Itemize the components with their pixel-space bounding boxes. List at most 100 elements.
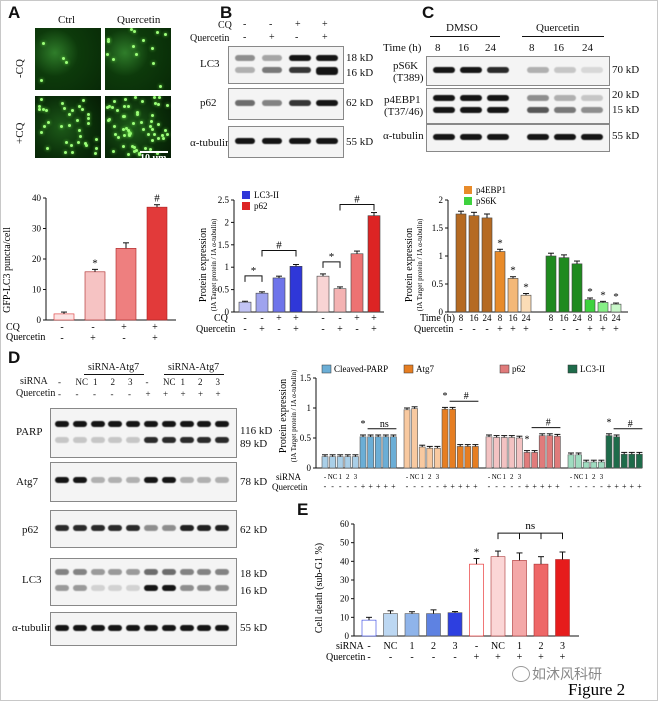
bar-b-lc3ii-1: [238, 301, 252, 313]
watermark-text: 如沐风科研: [532, 667, 602, 683]
d-sirna-3-1: -: [570, 473, 573, 481]
blotP62-band: [144, 525, 158, 531]
blotTub-band: [90, 625, 105, 631]
e-sirna-9: 2: [539, 641, 544, 652]
blot-label-tubulin: α-tubulin: [190, 137, 231, 149]
d-q-1-4: -: [428, 482, 431, 491]
bar-d-2-7: [531, 452, 538, 469]
bracket-b-4-label: #: [354, 194, 360, 206]
blot-d-atg7: [50, 462, 237, 502]
bar-d-1-1: [403, 409, 411, 469]
cq-row-label: CQ: [218, 20, 232, 31]
blotAtg7-band: [90, 477, 105, 483]
gfp-lc3-punctum: [47, 120, 51, 124]
c-time-lbl-11: 16: [599, 313, 609, 323]
gfp-lc3-punctum: [129, 132, 133, 136]
gfp-lc3-punctum: [166, 103, 170, 107]
b-q-6: +: [337, 324, 343, 335]
bracket-b-1-label: *: [251, 265, 257, 277]
b-q-3: -: [295, 32, 299, 43]
blotTub-band: [126, 625, 141, 631]
blotParp-band: [126, 437, 141, 443]
gfp-lc3-punctum: [122, 127, 126, 131]
gfp-lc3-punctum: [156, 152, 160, 156]
d-lane-sirna-4: 2: [110, 377, 116, 387]
chart-e-ytick-label: 50: [340, 538, 350, 548]
c-time-lbl-8: 16: [560, 313, 570, 323]
c-time-lbl-4: 8: [498, 313, 503, 323]
sig-d-3-b: #: [628, 419, 633, 430]
b-cq-3: +: [295, 19, 301, 30]
gfp-lc3-punctum: [166, 132, 170, 136]
gfp-lc3-punctum: [156, 102, 160, 106]
legend-swatch-lc3ii: [242, 191, 250, 199]
c-time-lbl-1: 8: [459, 313, 464, 323]
group-dmso: DMSO: [446, 22, 478, 34]
gfp-lc3-punctum: [122, 134, 126, 138]
col-label-quercetin: Quercetin: [117, 14, 161, 26]
gfp-lc3-punctum: [154, 102, 158, 106]
blotParp-band: [144, 421, 158, 427]
row-quercetin-b: Quercetin: [196, 324, 235, 335]
sig-d-1-b: #: [464, 391, 469, 402]
gfp-lc3-punctum: [116, 135, 120, 139]
d-sirna-1-5: 3: [436, 473, 440, 481]
blotP62-band: [161, 525, 176, 531]
gfp-lc3-punctum: [152, 133, 156, 137]
e-q-8: +: [517, 652, 523, 663]
d-sirna-0-3: 1: [338, 473, 342, 481]
gfp-lc3-punctum: [135, 111, 139, 115]
d-q-3-8: +: [622, 482, 627, 491]
bar-d-2-2: [493, 437, 500, 469]
blot-b-p62: [228, 88, 344, 120]
d-header-2-bar: [164, 374, 224, 375]
blotParp-band: [197, 437, 212, 443]
blotP62-band: [179, 525, 194, 531]
chart-c-ytick-label: 1.5: [432, 223, 444, 233]
gfp-lc3-punctum: [78, 129, 82, 133]
bar-d-2-9: [546, 435, 554, 469]
d-sirna-1-1: -: [406, 473, 409, 481]
kd-d-62: 62 kD: [240, 524, 268, 536]
bar-d-2-3: [500, 437, 508, 469]
c-q-lbl-1: -: [459, 324, 462, 335]
e-sirna-6: -: [475, 641, 478, 652]
d-sirna-2-2: NC: [492, 473, 502, 481]
c-q-lbl-5: +: [510, 324, 516, 335]
gfp-lc3-punctum: [141, 39, 145, 43]
d-lane-quercetin-9: +: [198, 389, 204, 399]
sig-a-2: *: [92, 257, 98, 269]
gfp-lc3-punctum: [133, 149, 137, 153]
bar-e-7: [490, 556, 506, 637]
gfp-lc3-punctum: [60, 125, 63, 129]
legend-swatch-atg7: [403, 364, 414, 374]
blotParp-band: [197, 421, 212, 427]
b-q-5: -: [321, 324, 324, 335]
panel-d-label: D: [8, 348, 21, 367]
gfp-lc3-punctum: [144, 147, 148, 151]
b-cq-4: +: [322, 19, 328, 30]
bar-d-0-4: [344, 456, 352, 469]
blot-d-tubulin: [50, 612, 237, 646]
c-time-lbl-3: 24: [483, 313, 493, 323]
blotLc3-band: [126, 569, 141, 575]
d-sirna-3-2: NC: [574, 473, 584, 481]
gfp-lc3-punctum: [113, 132, 117, 136]
d-lane-quercetin-7: +: [163, 389, 169, 399]
blotAtg7-band: [126, 477, 141, 483]
kd-d-89: 89 kD: [240, 438, 268, 450]
chart-b-ytick-label: 0: [225, 307, 230, 317]
d-sirna-3-5: 3: [600, 473, 604, 481]
kd-d-55: 55 kD: [240, 622, 268, 634]
a-q-2: +: [90, 333, 96, 344]
e-q-4: -: [432, 652, 435, 663]
gfp-lc3-punctum: [153, 96, 157, 100]
gfp-lc3-punctum: [135, 113, 139, 117]
blot-c-ps6k: [426, 56, 610, 86]
d-lane-sirna-6: -: [145, 377, 149, 387]
gfp-lc3-punctum: [39, 78, 43, 82]
blotParp-band: [179, 437, 194, 443]
d-q-0-6: +: [361, 482, 366, 491]
row-quercetin-d: Quercetin: [272, 482, 308, 492]
gfp-lc3-punctum: [130, 28, 134, 32]
